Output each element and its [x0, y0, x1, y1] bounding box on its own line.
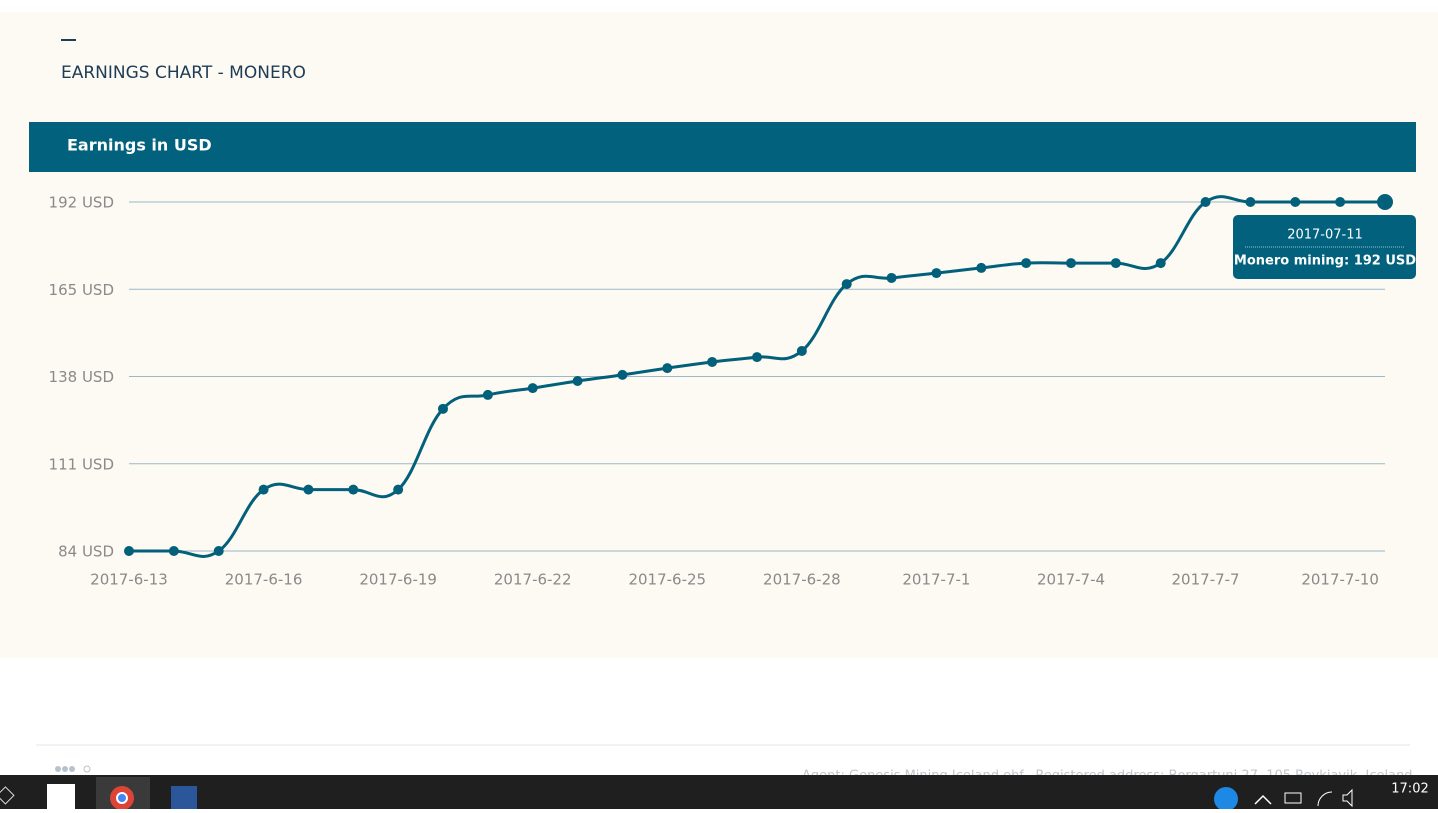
data-point — [124, 546, 134, 556]
tooltip-text: Monero mining: 192 USD — [1234, 254, 1416, 269]
data-point — [1110, 258, 1121, 269]
data-point — [393, 484, 404, 495]
data-point — [1245, 197, 1256, 207]
page-title: EARNINGS CHART - MONERO — [61, 63, 306, 83]
data-point — [662, 363, 673, 374]
data-point — [707, 356, 718, 367]
x-tick-label: 2017-7-10 — [1301, 571, 1379, 589]
data-point — [1200, 197, 1211, 207]
data-point — [572, 376, 583, 387]
x-tick-label: 2017-7-1 — [902, 571, 970, 589]
data-point — [796, 345, 807, 356]
x-tick-label: 2017-6-22 — [494, 571, 572, 589]
x-tick-label: 2017-6-13 — [90, 571, 168, 589]
title-dash — [61, 39, 76, 41]
data-point — [1335, 197, 1346, 207]
x-tick-label: 2017-6-16 — [225, 571, 303, 589]
pager-dots[interactable] — [55, 765, 91, 773]
taskbar — [0, 775, 1438, 809]
amazon-icon[interactable] — [47, 784, 75, 809]
tooltip: 2017-07-11 Monero mining: 192 USD — [1233, 215, 1416, 279]
x-tick-label: 2017-7-7 — [1172, 571, 1240, 589]
plot: 84 USD 111 USD 138 USD 165 USD 192 USD 2017-6… — [49, 194, 1417, 589]
word-icon[interactable] — [171, 786, 197, 809]
tooltip-box — [1233, 215, 1416, 279]
data-point — [213, 546, 224, 556]
data-point — [931, 268, 942, 279]
chart-header-bar — [29, 122, 1416, 172]
data-point — [303, 484, 314, 495]
data-point — [617, 369, 628, 380]
data-point — [1155, 258, 1166, 269]
x-tick-label: 2017-6-19 — [359, 571, 437, 589]
data-point — [438, 403, 448, 414]
wifi-icon[interactable] — [1317, 791, 1333, 807]
data-point — [168, 546, 179, 556]
data-point — [841, 279, 852, 290]
data-point — [1066, 258, 1076, 269]
data-point — [976, 262, 987, 273]
data-point — [1021, 258, 1032, 269]
dropbox-icon[interactable] — [0, 786, 15, 805]
chrome-center — [116, 792, 128, 804]
data-point — [527, 383, 538, 394]
y-tick-label: 111 USD — [49, 455, 114, 473]
data-point — [482, 389, 493, 400]
data-point — [258, 484, 269, 495]
y-tick-label: 84 USD — [58, 543, 114, 561]
data-point — [348, 484, 359, 495]
data-point — [1290, 197, 1301, 207]
x-tick-label: 2017-6-28 — [763, 571, 841, 589]
x-tick-label: 2017-6-25 — [628, 571, 706, 589]
y-tick-label: 165 USD — [49, 281, 114, 299]
chart-panel — [0, 12, 1438, 658]
tooltip-date: 2017-07-11 — [1287, 228, 1363, 243]
data-point — [1377, 194, 1393, 210]
clock[interactable]: 17:02 — [1391, 782, 1428, 797]
x-tick-label: 2017-7-4 — [1037, 571, 1105, 589]
y-tick-label: 192 USD — [49, 194, 114, 212]
help-icon[interactable] — [1214, 787, 1238, 811]
tray-arrow[interactable] — [1254, 794, 1272, 805]
data-point — [886, 272, 897, 283]
battery-icon[interactable] — [1284, 792, 1302, 804]
volume-icon[interactable] — [1342, 788, 1353, 808]
y-tick-label: 138 USD — [49, 368, 114, 386]
chart-title: Earnings in USD — [67, 136, 212, 155]
data-point — [752, 352, 762, 363]
